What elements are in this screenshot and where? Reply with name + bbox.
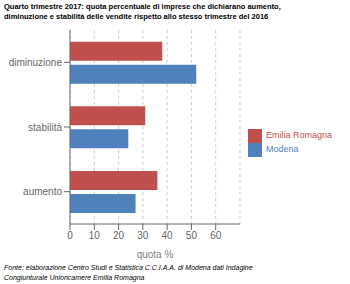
svg-text:10: 10 (89, 230, 101, 241)
svg-text:40: 40 (162, 230, 174, 241)
svg-text:stabilità: stabilità (28, 122, 62, 133)
svg-text:quota %: quota % (137, 249, 174, 260)
svg-text:aumento: aumento (23, 186, 62, 197)
svg-text:20: 20 (113, 230, 125, 241)
svg-text:0: 0 (67, 230, 73, 241)
html-text:Emilia Romagna: Emilia Romagna (266, 130, 332, 141)
svg-text:diminuzione: diminuzione (9, 57, 63, 68)
svg-text:50: 50 (186, 230, 198, 241)
html-text:Fonte: elaborazione Centro Stu: Fonte: elaborazione Centro Studi e Stati… (4, 264, 253, 271)
html-text:Quarto trimestre 2017: quota p: Quarto trimestre 2017: quota percentuale… (4, 2, 281, 11)
html-text:Congiunturale Unioncamere Emil: Congiunturale Unioncamere Emilia Romagna (4, 273, 145, 281)
html-text:diminuzione e stabilità delle: diminuzione e stabilità delle vendite ri… (4, 12, 269, 21)
svg-text:30: 30 (137, 230, 149, 241)
svg-text:60: 60 (210, 230, 222, 241)
html-text:Modena: Modena (266, 144, 299, 155)
